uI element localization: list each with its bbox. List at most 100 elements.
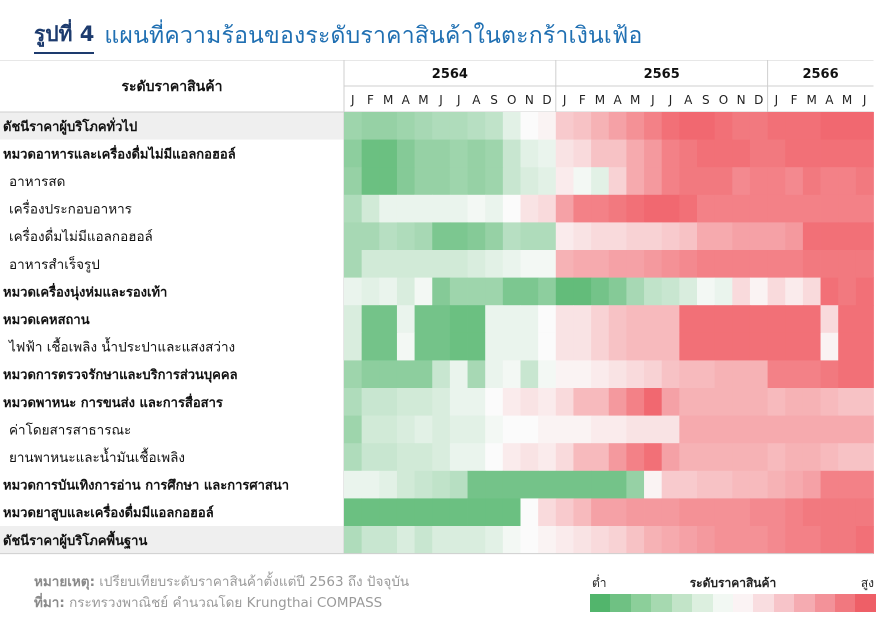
heatmap-cell [414, 470, 433, 499]
legend-color-bar [590, 594, 876, 612]
heatmap-cell [697, 305, 716, 334]
heatmap-cell [661, 250, 680, 278]
heatmap-cell [361, 250, 380, 278]
heatmap-cell [344, 250, 363, 278]
heatmap-cell [802, 526, 821, 554]
heatmap-cell [820, 194, 839, 223]
month-label: J [650, 93, 655, 107]
heatmap-cell [679, 112, 698, 140]
heatmap-cell [644, 526, 663, 554]
month-label: M [418, 93, 428, 107]
heatmap-cell [644, 443, 663, 472]
heatmap-cell [802, 498, 821, 527]
heatmap-cell [608, 498, 627, 527]
legend-low-label: ต่ำ [592, 576, 607, 590]
heatmap-cell [802, 139, 821, 168]
heatmap-cell [485, 167, 504, 196]
heatmap-cell [714, 194, 733, 223]
month-label: F [579, 93, 586, 107]
heatmap-cell [838, 139, 857, 168]
heatmap-cell [344, 443, 363, 472]
heatmap-cell [785, 388, 804, 416]
heatmap-cell [661, 415, 680, 444]
heatmap-cell [379, 194, 398, 223]
heatmap-cell [344, 498, 363, 527]
heatmap-cell [626, 167, 645, 196]
heatmap-cell [432, 222, 451, 251]
heatmap-cell [432, 443, 451, 472]
heatmap-cell [749, 360, 768, 389]
heatmap-cell [485, 526, 504, 554]
heatmap-cell [520, 167, 539, 196]
heatmap-cell [467, 498, 486, 527]
heatmap-cell [485, 305, 504, 334]
heatmap-cell [555, 470, 574, 499]
legend-swatch [753, 594, 774, 612]
legend-swatch [712, 594, 733, 612]
heatmap-cell [520, 222, 539, 251]
heatmap-cell [379, 277, 398, 306]
heatmap-cell [820, 305, 839, 334]
heatmap-cell [855, 167, 874, 196]
heatmap-cell [361, 498, 380, 527]
heatmap-cell [732, 194, 751, 223]
heatmap-cell [449, 250, 468, 278]
heatmap-cell [485, 277, 504, 306]
row-label: ดัชนีราคาผู้บริโภคพื้นฐาน [3, 530, 147, 550]
heatmap-cell [661, 305, 680, 334]
heatmap-cell [749, 250, 768, 278]
heatmap-cell [767, 305, 786, 334]
heatmap-cell [538, 526, 557, 554]
heatmap-cell [697, 443, 716, 472]
year-label: 2566 [802, 67, 838, 82]
heatmap-cell [414, 305, 433, 334]
heatmap-cell [697, 139, 716, 168]
heatmap-cell [644, 470, 663, 499]
heatmap-cell [608, 250, 627, 278]
heatmap-cell [802, 194, 821, 223]
heatmap-cell [361, 470, 380, 499]
heatmap-cell [379, 526, 398, 554]
row-label: ไฟฟ้า เชื้อเพลิง น้ำประปาและแสงสว่าง [8, 337, 235, 356]
heatmap-cell [697, 526, 716, 554]
row-label: ค่าโดยสารสาธารณะ [9, 421, 131, 438]
heatmap-cell [344, 194, 363, 223]
heatmap-cell [644, 250, 663, 278]
heatmap-cell [573, 167, 592, 196]
heatmap-cell [732, 360, 751, 389]
heatmap-cell [767, 222, 786, 251]
heatmap-cell [820, 526, 839, 554]
heatmap-cell [697, 194, 716, 223]
heatmap-cell [749, 332, 768, 361]
source-line: ที่มา: กระทรวงพาณิชย์ คำนวณโดย Krungthai… [34, 593, 409, 614]
heatmap-cell [644, 415, 663, 444]
heatmap-cell [591, 167, 610, 196]
heatmap-cell [749, 305, 768, 334]
heatmap-cell [644, 305, 663, 334]
month-label: J [350, 93, 355, 107]
heatmap-cell [396, 277, 415, 306]
heatmap-cell [538, 277, 557, 306]
heatmap-cell [485, 360, 504, 389]
heatmap-cell [467, 360, 486, 389]
month-label: A [825, 93, 834, 107]
row-label: หมวดยาสูบและเครื่องดื่มมีแอลกอฮอล์ [3, 503, 214, 521]
heatmap-cell [467, 388, 486, 416]
heatmap-cell [432, 167, 451, 196]
heatmap-cell [697, 332, 716, 361]
heatmap-cell [749, 388, 768, 416]
heatmap-cell [555, 277, 574, 306]
heatmap-cell [697, 167, 716, 196]
row-label: อาหารสำเร็จรูป [9, 255, 100, 273]
heatmap-cell [467, 222, 486, 251]
heatmap-cell [449, 305, 468, 334]
heatmap-cell [538, 415, 557, 444]
heatmap-cell [785, 250, 804, 278]
heatmap-cell [379, 388, 398, 416]
month-label: J [456, 93, 461, 107]
heatmap-cell [626, 222, 645, 251]
heatmap-cell [661, 470, 680, 499]
month-label: D [754, 93, 763, 107]
heatmap-cell [432, 415, 451, 444]
heatmap-cell [432, 360, 451, 389]
